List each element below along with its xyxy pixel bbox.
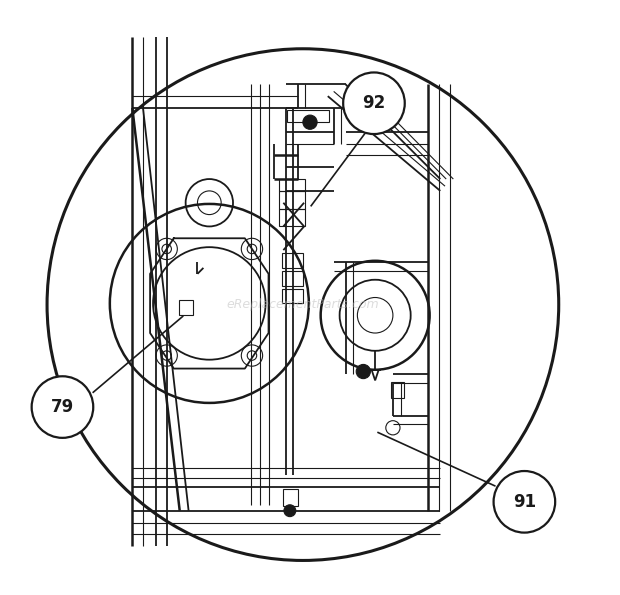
Circle shape <box>343 73 405 134</box>
Text: 92: 92 <box>362 94 386 112</box>
Bar <box>391 381 404 398</box>
Bar <box>279 179 305 191</box>
Bar <box>279 191 305 209</box>
Circle shape <box>303 115 317 129</box>
Bar <box>281 253 303 268</box>
Circle shape <box>32 376 93 438</box>
Bar <box>281 289 303 303</box>
Text: 91: 91 <box>513 493 536 511</box>
Text: 79: 79 <box>51 398 74 416</box>
Bar <box>179 300 193 315</box>
Bar <box>288 110 329 122</box>
Bar <box>283 489 298 506</box>
Circle shape <box>356 364 370 378</box>
Text: eReplacementParts.com: eReplacementParts.com <box>226 298 379 311</box>
Circle shape <box>284 505 296 516</box>
Bar <box>281 271 303 286</box>
Circle shape <box>494 471 555 533</box>
Bar <box>279 209 305 227</box>
